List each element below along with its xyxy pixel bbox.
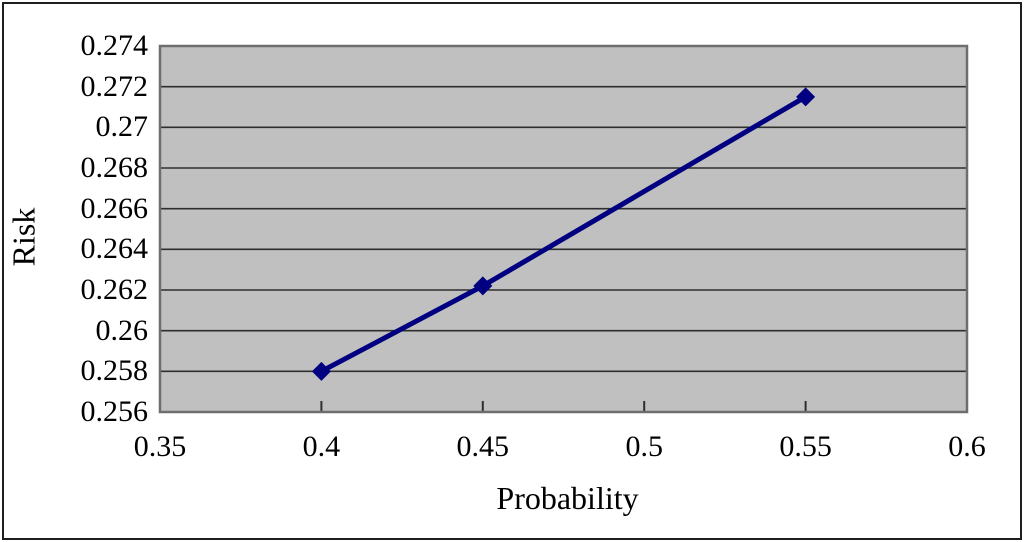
- x-tick-label: 0.6: [948, 430, 986, 463]
- y-tick-label: 0.27: [95, 110, 149, 144]
- y-tick-label: 0.256: [80, 395, 149, 428]
- y-tick-label: 0.258: [80, 354, 149, 388]
- x-tick-label: 0.5: [625, 430, 663, 463]
- plot-border: [158, 44, 969, 414]
- data-point-marker: [796, 87, 816, 107]
- x-tick-label: 0.55: [779, 430, 832, 463]
- y-tick-label: 0.268: [80, 151, 149, 184]
- y-tick-label: 0.274: [80, 29, 149, 62]
- x-tick-label: 0.45: [456, 430, 510, 463]
- data-point-marker: [473, 276, 493, 296]
- x-tick-label: 0.4: [302, 430, 341, 463]
- x-axis-title: Probability: [496, 480, 639, 516]
- y-tick-label: 0.262: [80, 273, 149, 306]
- data-point-marker: [311, 361, 331, 381]
- x-tick-label: 0.35: [133, 430, 187, 463]
- y-axis-title: Risk: [5, 207, 42, 267]
- y-tick-label: 0.264: [80, 232, 149, 266]
- plot-area: [158, 44, 969, 414]
- y-tick-label: 0.272: [80, 69, 149, 103]
- y-tick-label: 0.26: [95, 313, 149, 347]
- plot-background: [160, 46, 967, 412]
- y-tick-label: 0.266: [80, 191, 149, 225]
